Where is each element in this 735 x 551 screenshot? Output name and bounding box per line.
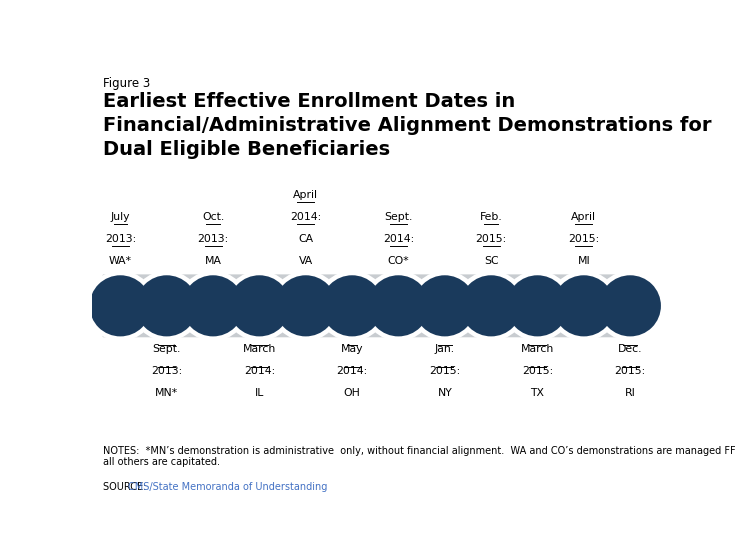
Text: NY: NY [437,388,452,398]
Text: RI: RI [625,388,636,398]
Text: CMS/State Memoranda of Understanding: CMS/State Memoranda of Understanding [129,482,328,492]
Ellipse shape [506,276,568,337]
Text: March: March [521,344,554,354]
Ellipse shape [317,271,387,341]
Text: 2013:: 2013: [151,366,182,376]
Text: SC: SC [484,256,498,266]
Text: 2014:: 2014: [290,212,321,222]
Text: Jan.: Jan. [434,344,455,354]
Text: March: March [243,344,276,354]
Ellipse shape [409,271,480,341]
Text: 2015:: 2015: [568,234,600,244]
Text: Earliest Effective Enrollment Dates in
Financial/Administrative Alignment Demons: Earliest Effective Enrollment Dates in F… [103,91,711,159]
Text: CA: CA [298,234,313,244]
Text: 2013:: 2013: [104,234,136,244]
Text: 2014:: 2014: [337,366,368,376]
Text: Dec.: Dec. [618,344,642,354]
Text: KAISER: KAISER [642,494,703,509]
Text: MI: MI [578,256,590,266]
Text: 2015:: 2015: [476,234,506,244]
Text: NOTES:  *MN’s demonstration is administrative  only, without financial alignment: NOTES: *MN’s demonstration is administra… [103,446,735,467]
Text: May: May [341,344,363,354]
Ellipse shape [182,276,244,337]
Ellipse shape [502,271,573,341]
Text: 2014:: 2014: [244,366,275,376]
Ellipse shape [178,271,248,341]
Text: Oct.: Oct. [202,212,224,222]
Text: 2015:: 2015: [429,366,460,376]
Ellipse shape [456,271,526,341]
Text: April: April [571,212,596,222]
Text: 2015:: 2015: [522,366,553,376]
Ellipse shape [136,276,198,337]
Polygon shape [103,275,655,337]
Ellipse shape [275,276,337,337]
Ellipse shape [414,276,476,337]
Ellipse shape [600,276,661,337]
Text: 2014:: 2014: [383,234,414,244]
Ellipse shape [368,276,429,337]
Text: IL: IL [255,388,264,398]
Text: Sept.: Sept. [384,212,412,222]
Ellipse shape [321,276,383,337]
Ellipse shape [553,276,614,337]
Ellipse shape [270,271,341,341]
Text: FAMILY: FAMILY [643,514,702,530]
Text: April: April [293,190,318,199]
Ellipse shape [90,276,151,337]
Text: Feb.: Feb. [480,212,503,222]
Text: THE HENRY J.: THE HENRY J. [653,476,692,482]
Ellipse shape [548,271,619,341]
Text: July: July [110,212,130,222]
Text: CO*: CO* [387,256,409,266]
Ellipse shape [229,276,290,337]
Ellipse shape [85,271,156,341]
Text: Sept.: Sept. [153,344,181,354]
Text: 2013:: 2013: [198,234,229,244]
Text: MA: MA [204,256,221,266]
Ellipse shape [224,271,295,341]
Text: SOURCE:: SOURCE: [103,482,153,492]
Text: TX: TX [531,388,545,398]
Text: FOUNDATION: FOUNDATION [653,533,692,538]
Ellipse shape [132,271,202,341]
Ellipse shape [460,276,522,337]
Ellipse shape [595,271,665,341]
Text: OH: OH [344,388,361,398]
Text: VA: VA [298,256,313,266]
Text: WA*: WA* [109,256,132,266]
Text: Figure 3: Figure 3 [103,77,151,90]
Text: MN*: MN* [155,388,179,398]
Ellipse shape [363,271,434,341]
Text: 2015:: 2015: [614,366,646,376]
